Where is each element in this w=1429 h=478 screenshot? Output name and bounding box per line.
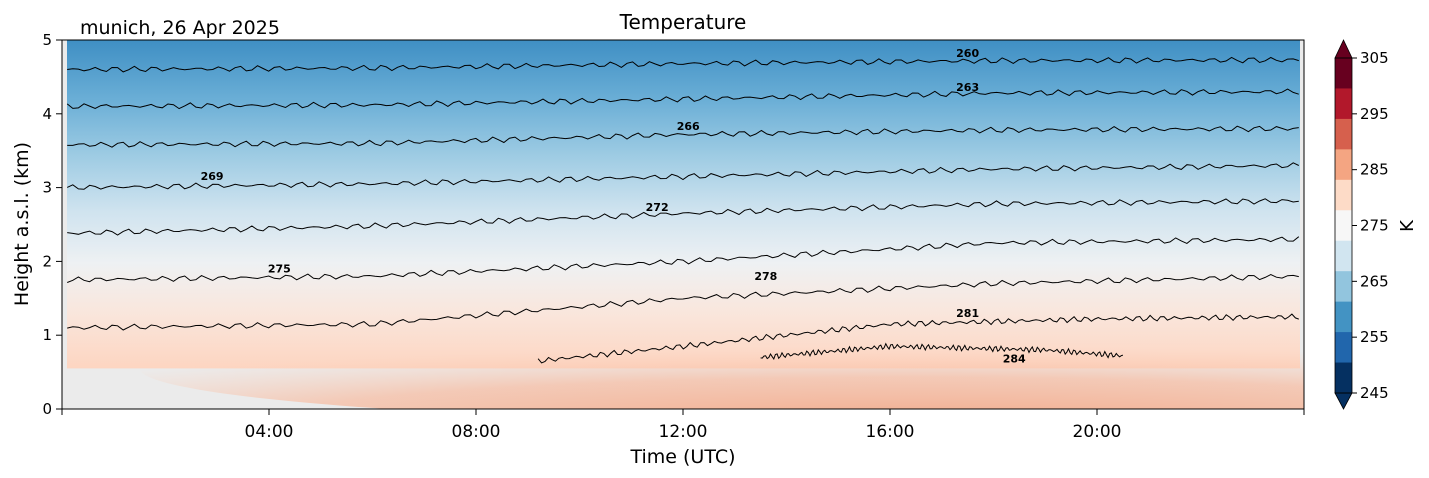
y-tick-label: 3 (42, 179, 52, 197)
contour-label-263: 263 (956, 81, 979, 94)
y-tick-label: 5 (42, 31, 52, 49)
y-tick-label: 4 (42, 105, 52, 123)
colorbar-segment (1335, 332, 1352, 364)
contour-284 (760, 342, 1124, 360)
x-axis-ticks: 04:00 08:00 12:00 16:00 20:00 (61, 409, 1305, 442)
contour-label-275: 275 (268, 262, 291, 275)
colorbar-segment (1335, 240, 1352, 272)
y-axis-label: Height a.s.l. (km) (11, 142, 33, 306)
contour-263 (66, 88, 1299, 110)
colorbar-min-extend (1334, 392, 1353, 410)
x-axis-label: Time (UTC) (629, 446, 735, 468)
colorbar-tick-label: 245 (1360, 384, 1389, 402)
y-tick-label: 1 (42, 326, 52, 344)
contour-269 (66, 162, 1300, 190)
contour-label-266: 266 (677, 120, 700, 133)
contour-266 (67, 125, 1299, 148)
colorbar-segment (1335, 58, 1352, 89)
y-axis-ticks: 0 1 2 3 4 5 (42, 31, 62, 418)
x-tick-label: 12:00 (659, 422, 708, 442)
x-tick-label: 20:00 (1073, 422, 1122, 442)
colorbar-tick-label: 305 (1360, 49, 1389, 67)
temperature-field (67, 40, 1300, 369)
contour-label-284: 284 (1003, 353, 1026, 366)
colorbar-tick-label: 255 (1360, 328, 1389, 346)
y-tick-label: 2 (42, 252, 52, 270)
colorbar-max-extend (1334, 39, 1353, 59)
location-date-label: munich, 26 Apr 2025 (80, 17, 280, 39)
x-tick-label: 04:00 (245, 422, 294, 442)
contour-281 (537, 313, 1299, 364)
colorbar-segment (1335, 179, 1352, 211)
x-tick-label: 08:00 (452, 422, 501, 442)
contour-275 (67, 236, 1300, 283)
contour-label-260: 260 (956, 47, 979, 60)
colorbar-tick-label: 295 (1360, 105, 1389, 123)
contour-272 (67, 198, 1299, 236)
colorbar-tick-label: 265 (1360, 272, 1389, 290)
x-tick-label: 16:00 (866, 422, 915, 442)
colorbar-tick-label: 285 (1360, 161, 1389, 179)
colorbar-label: K (1397, 219, 1418, 232)
colorbar-tick-label: 275 (1360, 217, 1389, 235)
contour-lines (66, 56, 1300, 364)
contour-label-281: 281 (956, 307, 979, 320)
contour-labels: 260 263 266 269 272 275 278 281 284 (201, 47, 1026, 366)
contour-label-269: 269 (201, 170, 224, 183)
colorbar-segment (1335, 88, 1352, 120)
contour-label-278: 278 (754, 270, 777, 283)
colorbar-segment (1335, 210, 1352, 242)
contour-label-272: 272 (646, 201, 669, 214)
chart-title: Temperature (619, 10, 747, 34)
y-tick-label: 0 (42, 400, 52, 418)
colorbar-segment (1335, 118, 1352, 150)
colorbar-segment (1335, 301, 1352, 333)
contour-278 (67, 274, 1299, 331)
warm-region (139, 313, 1304, 409)
colorbar-segment (1335, 362, 1352, 394)
contour-260 (67, 56, 1299, 73)
colorbar-segment (1335, 149, 1352, 181)
colorbar-segment (1335, 271, 1352, 303)
colorbar: 245 255 265 275 285 295 305 (1334, 39, 1389, 410)
